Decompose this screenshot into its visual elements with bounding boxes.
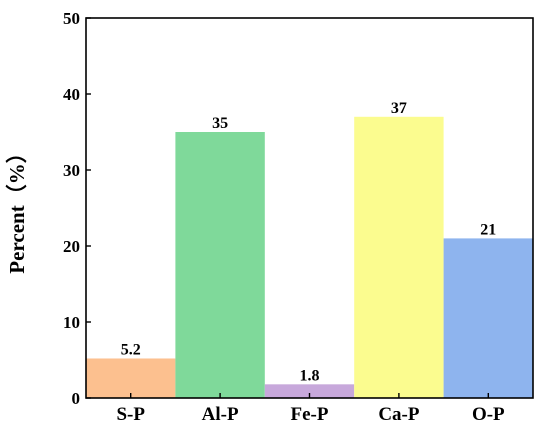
x-tick-label-s-p: S-P <box>116 404 145 425</box>
y-tick-label-10: 10 <box>63 313 80 332</box>
y-tick-label-40: 40 <box>63 85 80 104</box>
data-labels-layer: 5.2 35 1.8 37 21 <box>121 100 497 385</box>
x-tick-label-ca-p: Ca-P <box>378 404 420 425</box>
bars-layer <box>86 116 533 399</box>
data-label-fe-p: 1.8 <box>300 367 320 384</box>
data-label-o-p: 21 <box>480 221 496 238</box>
bar-ca-p <box>354 116 444 399</box>
y-tick-label-30: 30 <box>63 161 80 180</box>
bar-al-p <box>175 132 265 398</box>
x-tick-label-fe-p: Fe-P <box>291 404 329 425</box>
x-tick-label-al-p: Al-P <box>202 404 239 425</box>
bar-s-p <box>86 358 176 398</box>
data-label-ca-p: 37 <box>391 100 407 117</box>
x-tick-label-o-p: O-P <box>472 404 505 425</box>
bar-fe-p <box>264 384 355 398</box>
y-tick-label-0: 0 <box>72 389 81 408</box>
y-axis-title: Percent（%） <box>5 142 29 273</box>
bar-o-p <box>443 238 533 398</box>
y-tick-label-20: 20 <box>63 237 80 256</box>
y-tick-label-50: 50 <box>63 9 80 28</box>
data-label-al-p: 35 <box>212 115 228 132</box>
data-label-s-p: 5.2 <box>121 341 141 358</box>
x-axis: S-P Al-P Fe-P Ca-P O-P <box>116 393 505 425</box>
y-axis: 0 10 20 30 40 50 <box>63 9 91 408</box>
